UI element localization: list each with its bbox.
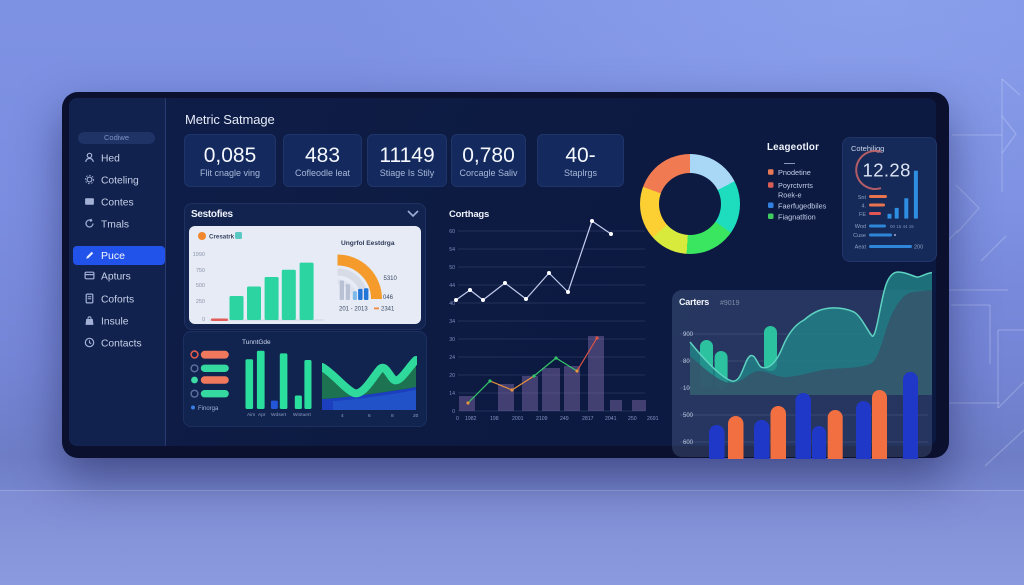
svg-text:4.: 4.	[861, 204, 866, 210]
svg-text:Pnodetine: Pnodetine	[778, 168, 811, 177]
svg-text:900: 900	[683, 332, 694, 338]
svg-text:8: 8	[391, 413, 394, 419]
svg-text:Cresatrk: Cresatrk	[209, 234, 235, 241]
svg-text:250: 250	[196, 299, 205, 305]
svg-text:2691: 2691	[647, 416, 659, 422]
svg-text:0: 0	[456, 416, 459, 422]
svg-text:60: 60	[449, 229, 455, 235]
svg-text:Roek-e: Roek-e	[778, 191, 802, 200]
svg-text:500: 500	[683, 413, 694, 419]
svg-text:2001: 2001	[512, 416, 524, 422]
svg-text:046: 046	[383, 295, 394, 301]
svg-text:FE: FE	[859, 212, 866, 218]
svg-text:TunntGde: TunntGde	[242, 339, 271, 346]
svg-text:1982: 1982	[465, 416, 477, 422]
svg-text:44: 44	[449, 283, 455, 289]
svg-text:Wintuert: Wintuert	[293, 412, 312, 418]
svg-text:2817: 2817	[582, 416, 594, 422]
svg-text:Finorga: Finorga	[198, 406, 219, 412]
svg-text:Ungrfol Eestdrga: Ungrfol Eestdrga	[341, 240, 395, 247]
svg-text:0: 0	[452, 409, 455, 415]
svg-text:600: 600	[683, 440, 694, 446]
svg-text:1990: 1990	[193, 252, 205, 258]
svg-text:Faerfugedbiles: Faerfugedbiles	[778, 202, 827, 211]
svg-text:800: 800	[683, 359, 694, 365]
svg-text:Aeat: Aeat	[855, 245, 867, 251]
svg-text:Wdsert: Wdsert	[271, 412, 287, 418]
svg-text:100: 100	[683, 386, 694, 392]
svg-text:Cuse: Cuse	[853, 233, 866, 239]
svg-text:12.28: 12.28	[863, 160, 911, 181]
svg-text:Cotehiligg: Cotehiligg	[851, 144, 884, 153]
svg-text:20: 20	[449, 373, 455, 379]
svg-text:249: 249	[560, 416, 569, 422]
svg-text:0: 0	[202, 317, 205, 323]
svg-text:2341: 2341	[381, 307, 395, 313]
svg-text:200: 200	[914, 245, 923, 251]
svg-text:Apr: Apr	[258, 412, 266, 418]
svg-text:198: 198	[490, 416, 499, 422]
svg-text:14: 14	[449, 391, 455, 397]
svg-text:2109: 2109	[536, 416, 548, 422]
svg-text:40: 40	[449, 301, 455, 307]
svg-text:2041: 2041	[605, 416, 617, 422]
svg-text:Fiagnatltion: Fiagnatltion	[778, 213, 816, 222]
svg-text:Carters: Carters	[679, 297, 709, 307]
svg-text:4: 4	[341, 413, 344, 419]
svg-text:54: 54	[449, 247, 455, 253]
svg-text:20: 20	[413, 413, 419, 419]
svg-text:500: 500	[196, 283, 205, 289]
svg-text:250: 250	[628, 416, 637, 422]
svg-text:#9019: #9019	[720, 300, 740, 307]
svg-text:Snt: Snt	[858, 195, 867, 201]
svg-text:750: 750	[196, 268, 205, 274]
svg-text:6: 6	[368, 413, 371, 419]
svg-text:50: 50	[449, 265, 455, 271]
svg-text:30: 30	[449, 337, 455, 343]
svg-text:24: 24	[449, 355, 455, 361]
svg-text:34: 34	[449, 319, 455, 325]
svg-text:Aim: Aim	[247, 412, 255, 418]
svg-text:5310: 5310	[384, 276, 398, 282]
svg-text:201 - 2013: 201 - 2013	[339, 307, 368, 313]
svg-text:00 15 44 15: 00 15 44 15	[890, 224, 914, 229]
svg-text:Wod: Wod	[855, 224, 866, 230]
svg-text:Poyrctvrrts: Poyrctvrrts	[778, 181, 813, 190]
